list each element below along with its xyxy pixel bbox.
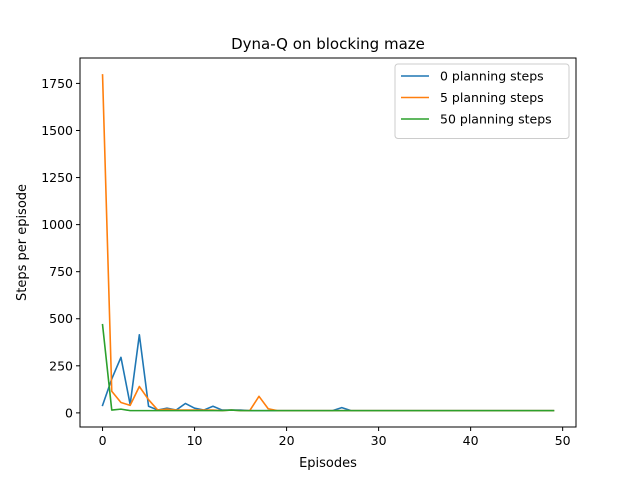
legend-label-1: 5 planning steps: [440, 90, 544, 105]
plot-frame: [79, 57, 577, 428]
y-tick-label: 250: [49, 358, 73, 373]
x-tick-label: 40: [463, 433, 479, 448]
x-tick-label: 10: [187, 433, 203, 448]
y-axis: 0 250 500 750 1000 1250 1500 1750: [41, 76, 80, 420]
x-tick-label: 20: [279, 433, 295, 448]
legend: 0 planning steps 5 planning steps 50 plann…: [394, 63, 570, 139]
y-tick-label: 1500: [41, 123, 73, 138]
series-layer: [101, 74, 555, 412]
y-tick-label: 1000: [41, 217, 73, 232]
legend-box: [394, 63, 570, 139]
series-line-0: [101, 333, 555, 412]
y-tick-label: 500: [49, 311, 73, 326]
x-tick-label: 30: [371, 433, 387, 448]
y-tick-label: 0: [65, 405, 73, 420]
x-tick-label: 50: [555, 433, 571, 448]
y-axis-label: Steps per episode: [15, 184, 30, 301]
legend-label-0: 0 planning steps: [440, 69, 544, 84]
x-axis-label: Episodes: [299, 456, 357, 471]
x-axis: 0 10 20 30 40 50: [99, 427, 571, 448]
series-line-2: [101, 323, 555, 412]
x-tick-label: 0: [99, 433, 107, 448]
y-tick-label: 1250: [41, 170, 73, 185]
legend-label-2: 50 planning steps: [440, 112, 552, 127]
chart-title: Dyna-Q on blocking maze: [231, 35, 425, 53]
y-tick-label: 1750: [41, 76, 73, 91]
y-tick-label: 750: [49, 264, 73, 279]
